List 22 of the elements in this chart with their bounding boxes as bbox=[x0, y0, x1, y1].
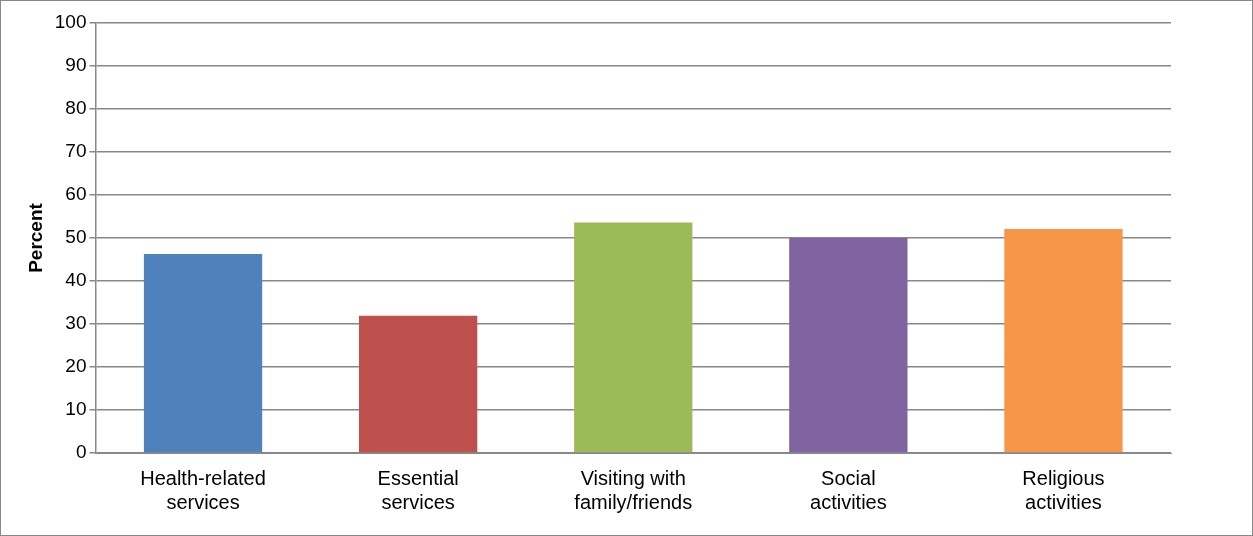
y-tick-label: 70 bbox=[65, 140, 87, 162]
y-tick-label: 0 bbox=[75, 441, 87, 463]
bar bbox=[143, 253, 263, 453]
bar bbox=[574, 222, 693, 453]
y-tick-label: 60 bbox=[65, 183, 87, 205]
y-tick-label: 50 bbox=[65, 226, 87, 248]
y-axis-title: Percent bbox=[24, 202, 46, 273]
y-tick-label: 90 bbox=[65, 54, 87, 76]
bar bbox=[789, 238, 908, 453]
x-tick-label: Social activities bbox=[810, 466, 887, 513]
y-tick-label: 40 bbox=[65, 269, 87, 291]
bar bbox=[1004, 228, 1123, 453]
y-tick-label: 100 bbox=[54, 11, 87, 33]
y-tick-label: 80 bbox=[65, 97, 87, 119]
x-tick-label: Health-related services bbox=[140, 466, 266, 513]
bar bbox=[359, 315, 478, 453]
y-tick-label: 10 bbox=[65, 398, 87, 420]
x-tick-label: Religious activities bbox=[1022, 466, 1105, 513]
y-tick-label: 20 bbox=[65, 355, 87, 377]
x-tick-label: Visiting with family/friends bbox=[574, 466, 693, 513]
y-tick-label: 30 bbox=[65, 312, 87, 334]
x-tick-label: Essential services bbox=[377, 466, 459, 513]
